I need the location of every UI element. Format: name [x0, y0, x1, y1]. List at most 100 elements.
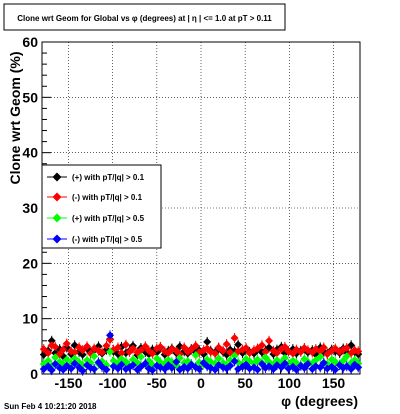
data-point [191, 341, 200, 350]
data-point [113, 343, 122, 352]
legend-entries: (+) with pT/|q| > 0.1 (-) with pT/|q| > 0… [47, 172, 145, 244]
x-tick-label: -150 [54, 375, 82, 391]
x-tick-label: -100 [99, 375, 127, 391]
data-point [106, 347, 115, 356]
y-tick-label: 50 [22, 89, 38, 105]
data-point [106, 331, 115, 340]
data-point [128, 361, 137, 370]
data-point [342, 343, 351, 352]
data-point [51, 353, 60, 362]
data-point [62, 355, 71, 364]
tick-layer: -150 -100 -50 0 50 100 150 0 10 20 30 40 50 60 [22, 34, 361, 391]
data-point [47, 336, 56, 345]
data-point [292, 365, 301, 374]
data-point [90, 352, 99, 361]
data-point [230, 334, 239, 343]
legend-label: (+) with pT/|q| > 0.5 [72, 214, 145, 223]
data-point [59, 345, 68, 354]
data-point [319, 343, 328, 352]
x-tick-label: 150 [322, 375, 346, 391]
data-point [70, 348, 79, 357]
data-point [70, 354, 79, 363]
data-point [211, 349, 220, 358]
data-point [230, 357, 239, 366]
legend-marker [52, 213, 62, 223]
data-point [128, 344, 137, 353]
data-point [44, 348, 53, 357]
series-4 [39, 331, 363, 375]
data-point [167, 363, 176, 372]
data-point [261, 347, 270, 356]
data-point [342, 352, 351, 361]
y-tick-label: 0 [30, 366, 38, 382]
data-point [226, 361, 235, 370]
legend: (+) with pT/|q| > 0.1 (-) with pT/|q| > 0… [41, 164, 162, 249]
data-point [90, 365, 99, 374]
data-point [78, 350, 87, 359]
data-point [214, 354, 223, 363]
data-point [136, 352, 145, 361]
x-tick-label: 0 [197, 375, 205, 391]
y-tick-label: 10 [22, 311, 38, 327]
data-point [191, 351, 200, 360]
data-point [117, 348, 126, 357]
data-point [78, 366, 87, 375]
marker-layer [39, 331, 363, 375]
data-point [39, 345, 48, 354]
data-point [280, 359, 289, 368]
data-point [203, 337, 212, 346]
data-point [230, 351, 239, 360]
y-tick-label: 40 [22, 145, 38, 161]
data-point [78, 346, 87, 355]
data-point [136, 346, 145, 355]
data-point [117, 360, 126, 369]
data-point [148, 366, 157, 375]
title-frame [3, 3, 286, 31]
data-point [272, 348, 281, 357]
grid-layer [42, 42, 360, 374]
data-point [316, 352, 325, 361]
data-point [265, 336, 274, 345]
y-tick-label: 30 [22, 200, 38, 216]
data-point [219, 346, 228, 355]
legend-marker [52, 234, 62, 244]
data-point [98, 348, 107, 357]
series-2 [39, 334, 363, 359]
data-point [148, 349, 157, 358]
x-axis-label: φ (degrees) [281, 393, 358, 409]
data-point [331, 365, 340, 374]
legend-frame [41, 164, 162, 249]
data-point [67, 364, 76, 373]
data-point [51, 342, 60, 351]
data-point [106, 335, 115, 344]
data-point [70, 359, 79, 368]
footer-timestamp: Sun Feb 4 10:21:20 2018 [4, 402, 97, 411]
data-point [222, 340, 231, 349]
data-point [62, 339, 71, 348]
data-point [141, 359, 150, 368]
data-point [354, 347, 363, 356]
data-point [253, 365, 262, 374]
data-point [51, 360, 60, 369]
y-tick-label: 60 [22, 34, 38, 50]
data-point [102, 341, 111, 350]
data-point [121, 348, 130, 357]
data-point [102, 365, 111, 374]
data-point [121, 365, 130, 374]
x-tick-label: -50 [147, 375, 167, 391]
legend-marker [52, 172, 62, 182]
data-point [354, 363, 363, 372]
data-point [195, 365, 204, 374]
y-axis-label: Clone wrt Geom (%) [7, 51, 23, 184]
data-point [83, 342, 92, 351]
data-point [242, 343, 251, 352]
data-point [319, 358, 328, 367]
data-point [156, 342, 165, 351]
data-point [47, 366, 56, 375]
data-point [303, 360, 312, 369]
legend-label: (-) with pT/|q| > 0.1 [72, 193, 143, 202]
data-point [280, 353, 289, 362]
title-box: Clone wrt Geom for Global vs φ (degrees)… [3, 3, 286, 31]
